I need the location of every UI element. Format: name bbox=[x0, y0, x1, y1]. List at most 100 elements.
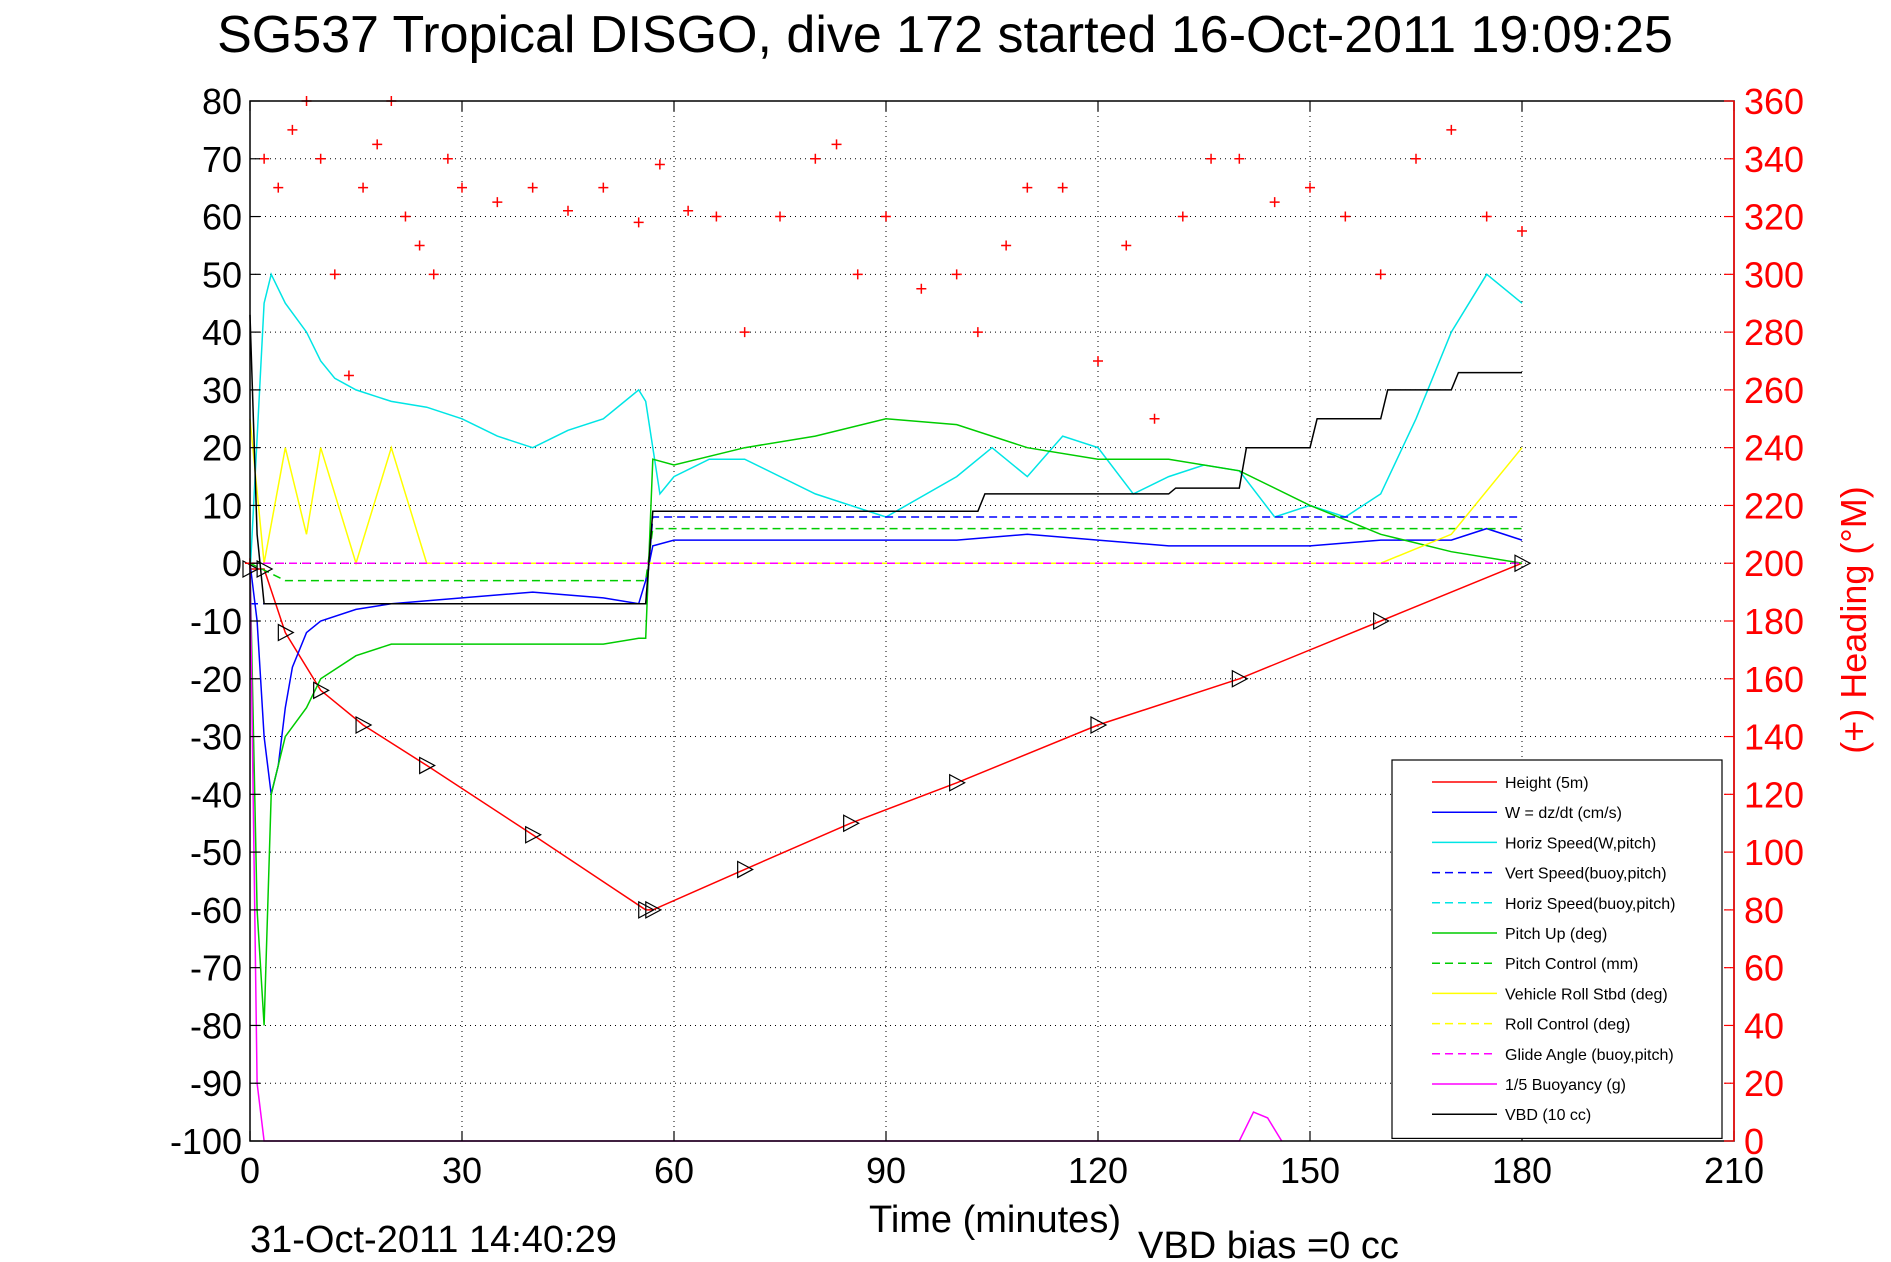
y2-tick-label: 260 bbox=[1744, 370, 1804, 411]
heading-layer bbox=[245, 96, 1527, 569]
height-point-marker bbox=[277, 623, 295, 642]
y2-tick-label: 300 bbox=[1744, 254, 1804, 295]
heading-point bbox=[654, 159, 665, 170]
heading-point bbox=[358, 182, 369, 193]
heading-point bbox=[916, 283, 927, 294]
heading-point bbox=[414, 240, 425, 251]
heading-point bbox=[563, 205, 573, 216]
height-point-marker bbox=[355, 716, 373, 734]
x-tick-label: 210 bbox=[1704, 1150, 1764, 1191]
y-tick-label: -100 bbox=[170, 1121, 242, 1162]
y-tick-label: 70 bbox=[202, 139, 242, 180]
y-tick-label: 80 bbox=[202, 81, 242, 122]
y-tick-label: 40 bbox=[202, 312, 242, 353]
y-tick-label: -10 bbox=[190, 601, 242, 642]
x-tick-label: 0 bbox=[240, 1150, 260, 1191]
y-tick-label: -20 bbox=[190, 659, 242, 700]
height-point-marker bbox=[256, 560, 274, 578]
legend-entry: VBD (10 cc) bbox=[1505, 1107, 1591, 1124]
legend-entry: Glide Angle (buoy,pitch) bbox=[1505, 1047, 1674, 1064]
y2-tick-label: 40 bbox=[1744, 1005, 1784, 1046]
y2-axis-label: (+) Heading (°M) bbox=[1833, 486, 1874, 753]
heading-point bbox=[711, 211, 722, 222]
y2-tick-label: 120 bbox=[1744, 774, 1804, 815]
height-point-marker bbox=[1231, 669, 1249, 688]
heading-point bbox=[852, 269, 863, 280]
y2-tick-label: 140 bbox=[1744, 717, 1804, 758]
y2-tick-label: 340 bbox=[1744, 139, 1804, 180]
y2-tick-label: 280 bbox=[1744, 312, 1804, 353]
y2-tick-label: 240 bbox=[1744, 428, 1804, 469]
y2-tick-label: 360 bbox=[1744, 81, 1804, 122]
y-tick-label: 50 bbox=[202, 254, 242, 295]
y2-tick-label: 20 bbox=[1744, 1063, 1784, 1104]
y2-tick-label: 180 bbox=[1744, 601, 1804, 642]
heading-point bbox=[273, 182, 284, 193]
heading-point bbox=[1206, 153, 1217, 164]
heading-point bbox=[329, 269, 340, 280]
heading-point bbox=[1517, 226, 1527, 236]
height-point-marker bbox=[949, 773, 966, 792]
y2-tick-label: 80 bbox=[1744, 890, 1784, 931]
x-axis: 0 30 60 90 120 150 180 210 bbox=[240, 101, 1764, 1191]
heading-point bbox=[1446, 124, 1457, 135]
heading-point bbox=[775, 211, 785, 222]
series-pitch-control-mm bbox=[249, 527, 1522, 582]
height-point-marker bbox=[1514, 554, 1532, 573]
heading-point bbox=[1375, 269, 1386, 280]
legend-entry: Horiz Speed(buoy,pitch) bbox=[1505, 896, 1675, 913]
heading-point bbox=[1057, 182, 1068, 193]
footer-vbd-bias: VBD bias =0 cc bbox=[1138, 1225, 1399, 1262]
y2-tick-label: 320 bbox=[1744, 197, 1804, 238]
heading-point bbox=[1093, 356, 1103, 366]
heading-point bbox=[1481, 211, 1492, 222]
heading-point bbox=[1121, 240, 1132, 251]
heading-point bbox=[428, 269, 439, 280]
heading-point bbox=[831, 139, 842, 150]
height-point-marker bbox=[843, 814, 860, 833]
legend-entry: Vert Speed(buoy,pitch) bbox=[1505, 866, 1667, 883]
heading-point bbox=[1340, 211, 1351, 222]
heading-point bbox=[1411, 153, 1421, 164]
y-tick-label: -60 bbox=[190, 890, 242, 931]
heading-point bbox=[881, 211, 891, 222]
x-tick-label: 180 bbox=[1492, 1150, 1552, 1191]
y-tick-label: 30 bbox=[202, 370, 242, 411]
legend-entry: W = dz/dt (cm/s) bbox=[1505, 805, 1622, 822]
y-tick-label: -50 bbox=[190, 832, 242, 873]
heading-point bbox=[1001, 240, 1012, 251]
y-tick-label: -30 bbox=[190, 717, 242, 758]
y-tick-label: 10 bbox=[202, 485, 242, 526]
heading-point bbox=[287, 124, 298, 135]
heading-point bbox=[683, 205, 694, 216]
legend: Height (5m) W = dz/dt (cm/s) Horiz Speed(W… bbox=[1391, 759, 1723, 1139]
legend-entry: Pitch Control (mm) bbox=[1505, 956, 1638, 973]
heading-point bbox=[442, 153, 453, 164]
height-point-marker bbox=[737, 860, 754, 879]
heading-point bbox=[315, 153, 326, 164]
heading-point bbox=[400, 211, 411, 222]
height-point-marker bbox=[419, 756, 436, 775]
heading-point bbox=[1177, 211, 1188, 222]
grid bbox=[250, 101, 1734, 1141]
y-tick-label: -40 bbox=[190, 774, 242, 815]
legend-entry: 1/5 Buoyancy (g) bbox=[1505, 1077, 1626, 1094]
heading-point bbox=[810, 153, 821, 164]
heading-point bbox=[492, 197, 503, 208]
heading-point bbox=[1234, 153, 1245, 164]
height-point-marker bbox=[525, 825, 542, 844]
series-w-dz-dt-cm-s bbox=[249, 527, 1523, 795]
heading-point bbox=[527, 182, 538, 193]
height-point-marker bbox=[313, 681, 330, 700]
y-tick-label: 20 bbox=[202, 428, 242, 469]
legend-box bbox=[1391, 759, 1723, 1139]
y-tick-label: 60 bbox=[202, 197, 242, 238]
x-tick-label: 150 bbox=[1280, 1150, 1340, 1191]
y2-tick-label: 160 bbox=[1744, 659, 1804, 700]
y2-tick-label: 220 bbox=[1744, 485, 1804, 526]
y2-tick-label: 100 bbox=[1744, 832, 1804, 873]
heading-point bbox=[259, 153, 270, 164]
heading-point bbox=[372, 139, 383, 150]
height-point-marker bbox=[645, 900, 663, 919]
